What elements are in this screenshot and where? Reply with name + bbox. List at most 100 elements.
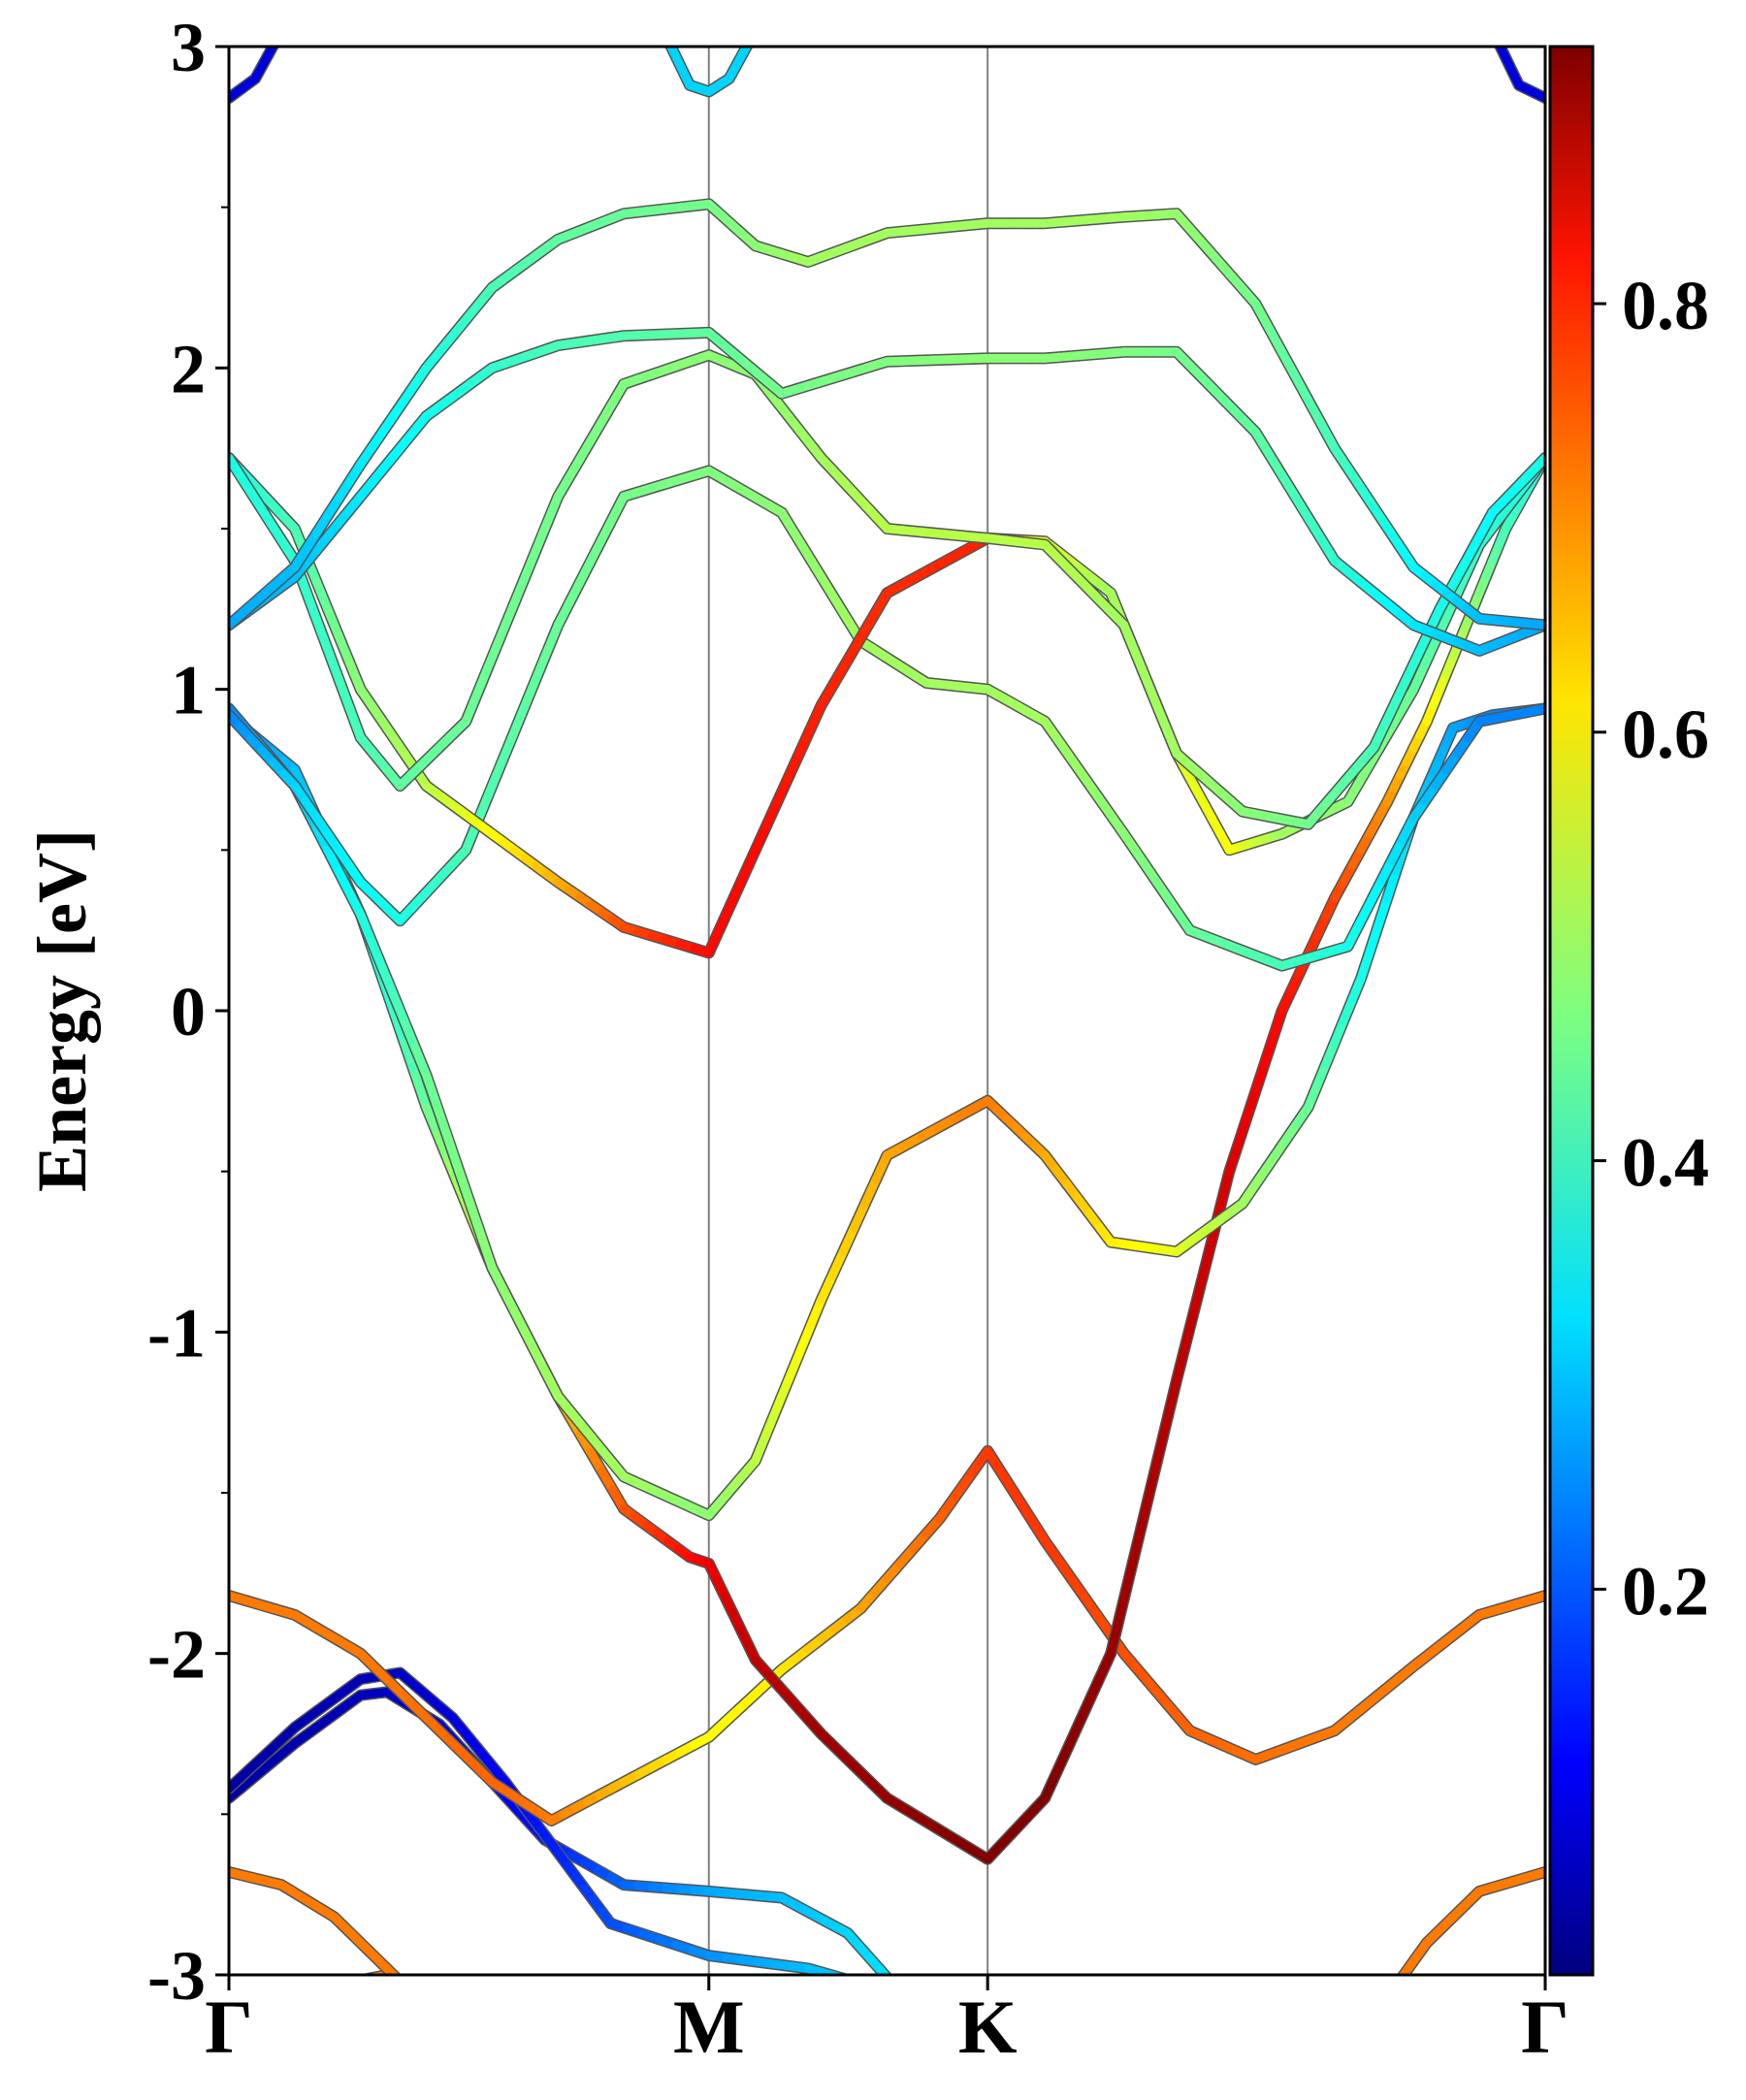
band-segment (356, 910, 376, 946)
band-series-2 (229, 1866, 427, 2008)
band-series-6 (229, 1444, 1545, 1826)
band-segment (850, 1199, 870, 1233)
band-segment (344, 703, 366, 742)
band-segment (1408, 661, 1430, 695)
band-segment (281, 1991, 307, 1997)
band-segment (255, 1996, 281, 2002)
band-segment (761, 1403, 782, 1438)
band-segment (422, 1070, 442, 1112)
band-segment (406, 1987, 413, 1994)
band-segment (1139, 1467, 1159, 1522)
band-segment (1290, 372, 1313, 404)
band-segment (1180, 1306, 1199, 1350)
band-segment (443, 1135, 464, 1177)
band-segment (772, 1375, 793, 1412)
band-segment (1388, 1986, 1396, 1996)
band-segment (344, 658, 366, 695)
band-series-5 (229, 1666, 914, 2007)
band-segment (1128, 1512, 1148, 1567)
band-segment (1453, 564, 1473, 598)
band-segment (751, 1429, 771, 1466)
band-segment (784, 749, 804, 783)
band-segment (1189, 1271, 1208, 1315)
band-segment (888, 1991, 892, 1994)
band-segment (476, 770, 501, 818)
band-segment (507, 566, 533, 614)
band-segment (1365, 921, 1383, 956)
band-segment (307, 1986, 334, 1991)
band-segment (784, 1348, 804, 1385)
band-segment (312, 577, 333, 614)
band-series-3 (1388, 1866, 1545, 1996)
band-segment (1382, 866, 1401, 903)
band-segment (805, 1295, 826, 1332)
band-segment (537, 492, 563, 538)
band-segment (891, 1983, 902, 1995)
band-series-9 (229, 465, 1545, 972)
band-segment (1398, 1970, 1408, 1975)
band-segment (420, 2001, 427, 2008)
band-segment (891, 1993, 896, 1996)
band-segment (492, 604, 517, 651)
band-segment (827, 1247, 848, 1280)
band-segment (335, 1981, 361, 1987)
band-segment (1224, 1140, 1243, 1177)
band-segment (389, 989, 409, 1026)
band-segment (461, 679, 486, 727)
band-segment (1051, 1745, 1072, 1779)
colorbar (1548, 45, 1595, 1977)
y-tick-label: -3 (147, 1937, 206, 2015)
band-segment (1269, 1006, 1287, 1043)
band-segment (1260, 1033, 1278, 1069)
band-segment (829, 1971, 847, 1975)
band-segment (751, 30, 756, 38)
band-segment (334, 674, 354, 713)
band-segment (1149, 1421, 1171, 1476)
band-segment (367, 936, 387, 973)
band-segment (871, 1150, 891, 1184)
y-axis-label: Energy [eV] (23, 829, 101, 1192)
band-segment (909, 2004, 914, 2007)
band-segment (377, 963, 399, 999)
band-segment (900, 1999, 905, 2002)
band-outline-4 (229, 1686, 893, 1975)
y-tick-label: 0 (171, 973, 206, 1050)
y-tick-label: -1 (147, 1294, 206, 1372)
band-segment (772, 773, 793, 807)
band-segment (400, 1017, 420, 1053)
x-tick-label: Γ (1521, 1985, 1569, 2069)
band-segment (1277, 347, 1300, 381)
band-segment (1251, 1059, 1269, 1096)
colorbar-tick-label: 0.2 (1622, 1552, 1709, 1630)
band-segment (896, 1996, 901, 1999)
y-tick-label: 1 (171, 652, 206, 729)
colorbar-tick-label: 0.4 (1622, 1124, 1709, 1202)
band-segment (1084, 1673, 1105, 1706)
band-series-15 (664, 30, 756, 98)
band-segment (1420, 636, 1440, 670)
band-segment (838, 1223, 859, 1256)
band-segment (761, 797, 782, 830)
band-outline-2 (229, 1866, 403, 1975)
band-segment (1374, 893, 1392, 930)
band-segment (476, 642, 501, 689)
band-segment (400, 1982, 406, 1988)
band-segment (1530, 1591, 1545, 1603)
band-segment (876, 1965, 891, 1975)
x-tick-label: M (673, 1985, 745, 2069)
band-segment (323, 644, 343, 684)
band-segment (1530, 1867, 1545, 1880)
band-segment (1117, 1558, 1138, 1613)
band-segment (1251, 299, 1274, 333)
band-segment (751, 822, 771, 855)
band-outline-6 (229, 1444, 1545, 1826)
band-segment (455, 1167, 475, 1209)
band-segment (1106, 1603, 1126, 1659)
band-segment (1198, 1237, 1216, 1280)
x-tick-label: Γ (205, 1985, 253, 2069)
band-segment (323, 604, 343, 640)
band-segment (312, 615, 333, 654)
band-segment (1356, 947, 1374, 984)
